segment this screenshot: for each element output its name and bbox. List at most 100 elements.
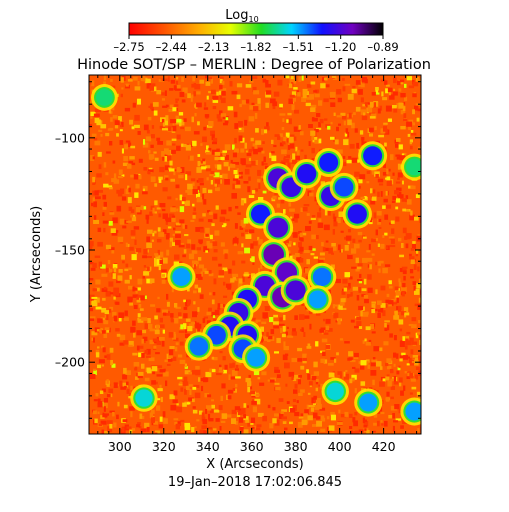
heatmap-cell — [176, 208, 179, 212]
heatmap-cell — [103, 286, 107, 290]
heatmap-cell — [371, 189, 376, 194]
heatmap-cell — [306, 369, 309, 373]
heatmap-cell — [118, 116, 122, 122]
heatmap-cell — [103, 183, 109, 188]
heatmap-cell — [410, 210, 413, 216]
heatmap-cell — [306, 213, 310, 216]
heatmap-cell — [163, 312, 167, 316]
heatmap-cell — [180, 127, 185, 130]
heatmap-cell — [146, 236, 151, 242]
heatmap-cell — [129, 246, 134, 251]
heatmap-cell — [348, 282, 351, 289]
heatmap-cell — [143, 139, 146, 145]
heatmap-cell — [98, 164, 102, 170]
heatmap-cell — [153, 110, 158, 116]
heatmap-cell — [147, 318, 151, 324]
heatmap-cell — [214, 309, 220, 316]
heatmap-cell — [173, 227, 176, 231]
heatmap-cell — [265, 83, 271, 88]
heatmap-cell — [413, 264, 417, 270]
heatmap-cell — [144, 349, 148, 354]
heatmap-cell — [233, 111, 238, 118]
heatmap-cell — [135, 289, 138, 294]
heatmap-cell — [382, 97, 388, 101]
heatmap-cell — [288, 253, 292, 258]
heatmap-cell — [375, 308, 378, 312]
heatmap-cell — [392, 413, 395, 419]
heatmap-cell — [248, 157, 251, 161]
heatmap-cell — [386, 293, 390, 298]
heatmap-cell — [146, 219, 149, 224]
heatmap-cell — [382, 267, 388, 274]
heatmap-cell — [280, 199, 285, 204]
heatmap-cell — [101, 345, 105, 349]
heatmap-cell — [272, 105, 276, 110]
heatmap-cell — [211, 311, 216, 317]
heatmap-cell — [200, 271, 203, 277]
heatmap-cell — [295, 257, 302, 263]
heatmap-cell — [152, 369, 156, 375]
heatmap-cell — [108, 108, 112, 114]
heatmap-cell — [385, 105, 392, 112]
heatmap-cell — [312, 412, 318, 419]
heatmap-cell — [219, 304, 223, 308]
heatmap-cell — [98, 261, 102, 267]
heatmap-cell — [274, 382, 280, 385]
heatmap-cell — [211, 134, 215, 141]
heatmap-cell — [184, 200, 190, 206]
heatmap-cell — [259, 338, 264, 342]
heatmap-cell — [218, 270, 224, 276]
heatmap-cell — [409, 337, 414, 342]
heatmap-cell — [393, 88, 396, 92]
heatmap-cell — [225, 218, 230, 222]
heatmap-cell — [409, 145, 413, 150]
heatmap-cell — [409, 392, 413, 395]
heatmap-cell — [247, 381, 252, 387]
heatmap-cell — [113, 291, 119, 296]
heatmap-cell — [97, 364, 102, 369]
heatmap-cell — [288, 202, 292, 207]
heatmap-cell — [147, 116, 152, 121]
heatmap-cell — [195, 274, 202, 278]
heatmap-cell — [288, 98, 294, 104]
heatmap-cell — [196, 91, 201, 95]
y-axis-ticks: –100–150–200 — [55, 81, 421, 419]
heatmap-cell — [157, 388, 163, 392]
heatmap-cell — [373, 212, 377, 219]
heatmap-cell — [402, 102, 406, 105]
heatmap-cell — [248, 195, 255, 198]
heatmap-cell — [410, 132, 417, 136]
heatmap-cell — [251, 426, 255, 430]
heatmap-cell — [228, 206, 232, 212]
heatmap-cell — [186, 243, 191, 249]
heatmap-cell — [171, 242, 176, 246]
heatmap-cell — [89, 124, 93, 128]
heatmap-cell — [396, 297, 399, 303]
heatmap-cell — [371, 303, 376, 309]
colorbar-tick-labels: –2.75 –2.44 –2.13 –1.82 –1.51 –1.20 –0.89 — [113, 40, 398, 54]
heatmap-cell — [294, 383, 298, 389]
heatmap-cell — [103, 75, 107, 81]
heatmap-cell — [172, 399, 178, 404]
heatmap-cell — [141, 363, 145, 369]
colorbar-tick-label: –2.13 — [198, 40, 229, 54]
heatmap-cell — [137, 422, 141, 426]
heatmap-cell — [271, 155, 277, 162]
heatmap-cell — [199, 294, 204, 299]
heatmap-cell — [109, 292, 116, 295]
heatmap-cell — [218, 370, 224, 373]
heatmap-cell — [280, 411, 284, 414]
heatmap-cell — [162, 309, 168, 313]
heatmap-cell — [112, 264, 118, 269]
heatmap-cell — [205, 233, 209, 237]
heatmap-cell — [117, 236, 124, 243]
heatmap-cell — [399, 267, 403, 272]
heatmap-cell — [185, 171, 192, 176]
heatmap-cell — [378, 134, 384, 138]
heatmap-cell — [161, 78, 168, 81]
heatmap-cell — [185, 174, 188, 181]
heatmap-cell — [165, 115, 169, 121]
heatmap-cell — [102, 414, 108, 418]
heatmap-cell — [375, 289, 378, 295]
heatmap-cell — [176, 403, 179, 406]
